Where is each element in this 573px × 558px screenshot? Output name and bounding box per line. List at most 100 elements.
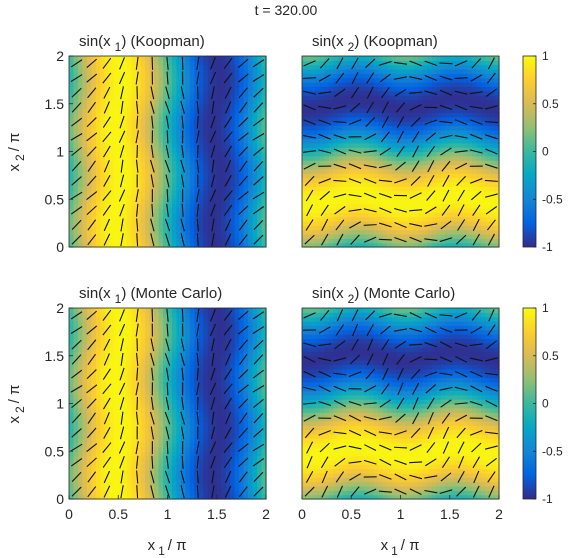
heatmap-cell xyxy=(140,242,146,248)
heatmap-cell xyxy=(176,134,182,140)
heatmap-cell xyxy=(77,90,84,96)
heatmap-cell xyxy=(248,233,254,239)
heatmap-cell xyxy=(324,69,330,74)
heatmap-cell xyxy=(252,112,258,118)
heatmap-cell xyxy=(342,121,348,127)
heatmap-cell xyxy=(189,142,195,148)
heatmap-cell xyxy=(427,168,433,174)
heatmap-cell xyxy=(140,381,146,387)
heatmap-cell xyxy=(494,181,500,187)
heatmap-cell xyxy=(167,125,173,131)
heatmap-cell xyxy=(458,86,464,92)
heatmap-cell xyxy=(185,142,191,148)
heatmap-cell xyxy=(77,125,84,131)
heatmap-cell xyxy=(422,77,428,83)
heatmap-cell xyxy=(378,86,384,92)
heatmap-cell xyxy=(95,334,101,339)
heatmap-cell xyxy=(472,190,478,196)
direction-field-segment xyxy=(180,86,185,100)
heatmap-cell xyxy=(404,64,411,70)
direction-field-segment xyxy=(165,174,170,188)
heatmap-cell xyxy=(91,464,97,470)
heatmap-cell xyxy=(140,60,146,66)
heatmap-cell xyxy=(180,64,187,70)
heatmap-cell xyxy=(400,225,406,231)
heatmap-cell xyxy=(418,229,424,235)
heatmap-cell xyxy=(145,125,151,131)
heatmap-cell xyxy=(122,312,128,318)
heatmap-cell xyxy=(185,64,191,70)
heatmap-cell xyxy=(396,212,402,218)
heatmap-cell xyxy=(189,186,195,192)
heatmap-cell xyxy=(212,99,218,105)
heatmap-cell xyxy=(391,69,397,74)
heatmap-cell xyxy=(454,108,460,114)
heatmap-cell xyxy=(440,220,446,226)
heatmap-cell xyxy=(113,199,119,205)
heatmap-cell xyxy=(257,116,263,122)
heatmap-cell xyxy=(422,212,428,218)
heatmap-cell xyxy=(409,151,415,157)
heatmap-cell xyxy=(422,56,428,61)
heatmap-cell xyxy=(194,77,200,83)
heatmap-cell xyxy=(485,60,491,66)
heatmap-cell xyxy=(118,147,124,153)
heatmap-cell xyxy=(127,420,133,426)
heatmap-cell xyxy=(163,168,169,174)
heatmap-cell xyxy=(127,125,133,131)
heatmap-cell xyxy=(418,238,424,244)
heatmap-cell xyxy=(458,220,464,226)
heatmap-cell xyxy=(167,190,173,196)
heatmap-cell xyxy=(360,212,366,218)
heatmap-cell xyxy=(261,134,267,140)
heatmap-cell xyxy=(86,155,92,161)
heatmap-cell xyxy=(440,138,446,144)
heatmap-cell xyxy=(91,433,97,439)
heatmap-cell xyxy=(324,77,330,83)
heatmap-cell xyxy=(109,381,115,387)
heatmap-cell xyxy=(216,229,222,235)
heatmap-cell xyxy=(203,112,209,118)
heatmap-cell xyxy=(109,416,115,422)
heatmap-cell xyxy=(490,181,496,187)
direction-field-segment xyxy=(70,191,83,200)
heatmap-cell xyxy=(400,60,406,66)
heatmap-cell xyxy=(69,138,75,144)
heatmap-cell xyxy=(351,73,357,79)
heatmap-cell xyxy=(449,151,455,157)
heatmap-cell xyxy=(396,225,402,231)
heatmap-cell xyxy=(494,134,500,140)
heatmap-cell xyxy=(369,138,375,144)
heatmap-cell xyxy=(485,194,491,200)
heatmap-cell xyxy=(445,64,451,70)
heatmap-cell xyxy=(100,73,106,79)
heatmap-cell xyxy=(449,90,455,96)
direction-field-segment xyxy=(394,236,407,243)
heatmap-cell xyxy=(131,73,137,79)
heatmap-cell xyxy=(315,238,321,244)
heatmap-cell xyxy=(127,429,133,435)
heatmap-cell xyxy=(225,95,231,101)
heatmap-cell xyxy=(400,95,406,101)
heatmap-cell xyxy=(163,203,169,209)
heatmap-cell xyxy=(378,103,384,109)
direction-field-segment xyxy=(394,88,407,97)
heatmap-cell xyxy=(136,412,142,418)
heatmap-cell xyxy=(131,433,137,439)
heatmap-cell xyxy=(180,116,187,122)
heatmap-cell xyxy=(467,168,473,174)
direction-field-segment xyxy=(209,71,217,85)
heatmap-cell xyxy=(445,207,451,213)
heatmap-cell xyxy=(490,225,496,231)
heatmap-cell xyxy=(391,142,397,148)
heatmap-cell xyxy=(104,394,110,400)
direction-field-segment xyxy=(469,105,483,110)
heatmap-cell xyxy=(396,95,402,101)
heatmap-cell xyxy=(163,155,169,161)
heatmap-cell xyxy=(100,212,106,218)
heatmap-cell xyxy=(163,177,169,183)
heatmap-cell xyxy=(180,220,187,226)
heatmap-cell xyxy=(100,407,106,413)
heatmap-cell xyxy=(113,116,119,122)
direction-field-segment xyxy=(487,233,495,246)
